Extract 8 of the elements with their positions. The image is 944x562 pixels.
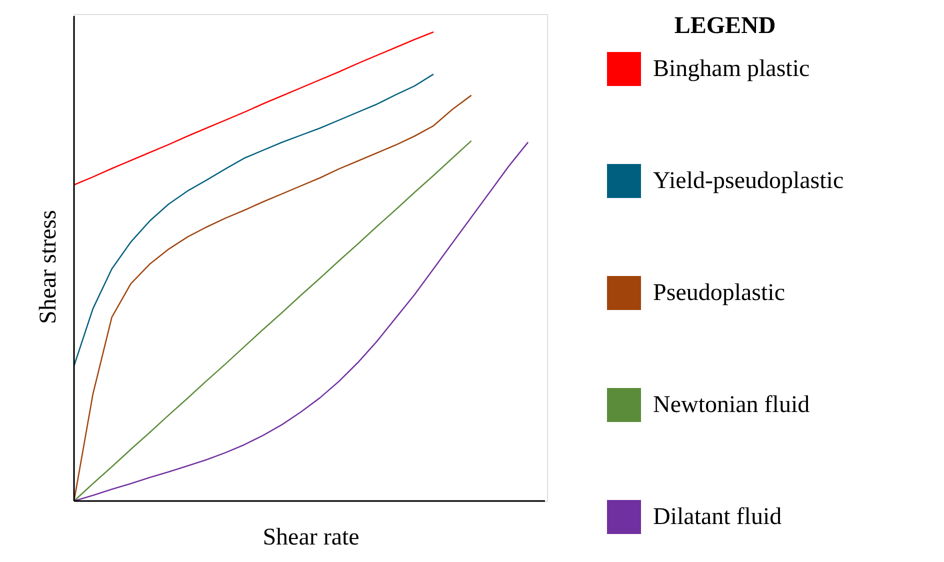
legend-title: LEGEND — [674, 13, 776, 39]
legend-label: Yield-pseudoplastic — [653, 168, 844, 194]
legend-label: Bingham plastic — [653, 56, 810, 82]
y-axis-title: Shear stress — [36, 210, 62, 324]
x-axis-title: Shear rate — [262, 524, 360, 550]
legend-label: Newtonian fluid — [653, 392, 810, 418]
legend-label: Pseudoplastic — [653, 280, 785, 306]
legend-label: Dilatant fluid — [653, 504, 782, 530]
